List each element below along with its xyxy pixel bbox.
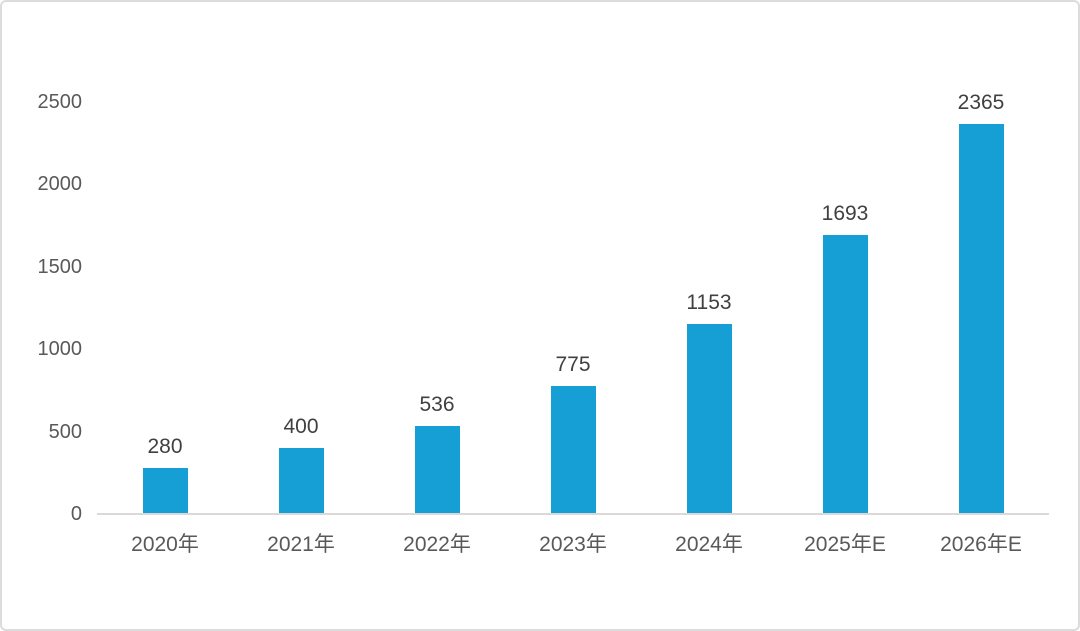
bar-value-label: 280 (147, 435, 183, 458)
x-axis-tick-label: 2024年 (675, 533, 743, 556)
bar (278, 448, 324, 513)
bar (550, 386, 596, 513)
y-axis-tick-label: 1000 (37, 338, 83, 361)
bar (822, 235, 868, 513)
y-axis-tick-label: 1500 (37, 255, 83, 278)
y-axis-tick-label: 2500 (37, 91, 83, 113)
x-axis-line (97, 513, 1049, 515)
x-axis-tick-label: 2025年E (804, 533, 886, 556)
bar (686, 324, 732, 513)
y-axis-tick-label: 500 (48, 420, 82, 443)
bar-value-label: 400 (283, 415, 319, 438)
x-axis-tick-label: 2021年 (267, 533, 335, 556)
x-axis-tick-label: 2023年 (539, 533, 607, 556)
x-axis-tick-label: 2020年 (131, 533, 199, 556)
y-axis-tick-label: 2000 (37, 173, 83, 196)
y-axis-tick-label: 0 (70, 503, 82, 525)
bar (142, 468, 188, 513)
bar-value-label: 2365 (957, 91, 1005, 114)
bar (958, 124, 1004, 513)
bar-value-label: 1153 (686, 291, 732, 314)
bar-value-label: 775 (555, 353, 591, 376)
x-axis-tick-label: 2026年E (940, 533, 1022, 556)
bar (414, 426, 460, 513)
bar-value-label: 536 (419, 393, 455, 416)
x-axis-tick-label: 2022年 (403, 533, 471, 556)
bar-value-label: 1693 (821, 202, 869, 225)
